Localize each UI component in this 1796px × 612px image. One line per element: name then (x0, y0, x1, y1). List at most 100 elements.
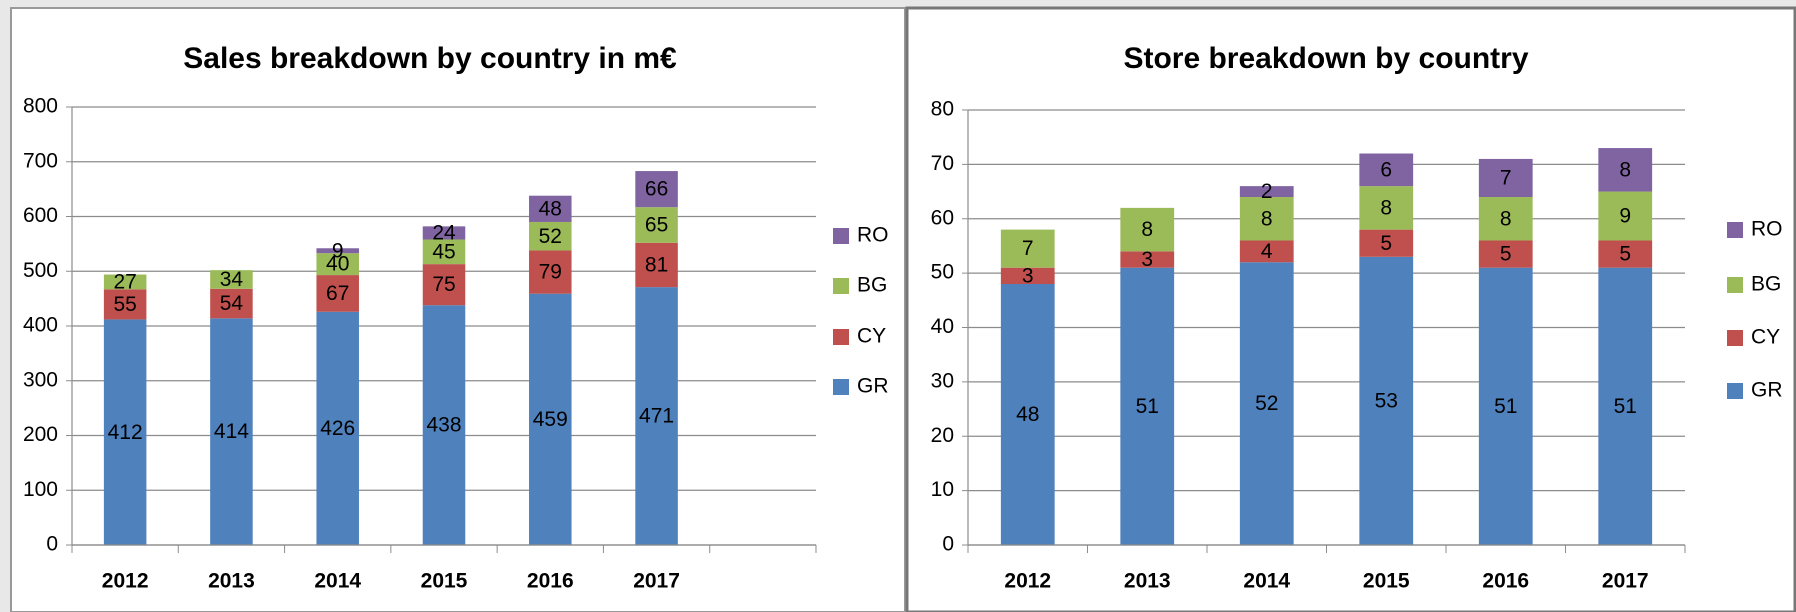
data-label: 459 (533, 408, 568, 431)
bar-segment (103, 289, 147, 320)
data-label: 52 (1255, 392, 1278, 415)
bar-segment (1478, 197, 1533, 241)
legend-swatch (833, 278, 849, 294)
legend-swatch (1727, 383, 1743, 399)
bar-segment (1478, 240, 1533, 268)
bar-segment (103, 319, 147, 545)
bar-segment (1359, 256, 1414, 545)
data-label: 8 (1500, 207, 1512, 230)
bar-segment (210, 288, 253, 319)
y-tick-label: 30 (931, 369, 954, 392)
bar-segment (1000, 229, 1055, 268)
data-label: 54 (220, 292, 244, 315)
x-tick-label: 2016 (1482, 570, 1529, 593)
data-label: 75 (432, 273, 455, 296)
data-label: 3 (1141, 248, 1153, 271)
legend-swatch (1727, 330, 1743, 346)
bar-segment (316, 248, 359, 254)
data-label: 51 (1136, 395, 1159, 418)
bar-segment (210, 270, 253, 289)
data-label: 9 (1619, 205, 1631, 228)
x-tick-label: 2013 (208, 570, 255, 593)
data-label: 414 (214, 420, 249, 443)
legend-label: BG (857, 274, 887, 297)
y-tick-label: 400 (23, 314, 58, 337)
data-label: 7 (1022, 237, 1034, 260)
data-label: 8 (1380, 196, 1392, 219)
y-tick-label: 0 (942, 533, 954, 556)
legend-swatch (833, 379, 849, 395)
y-tick-label: 300 (23, 368, 58, 391)
data-label: 52 (539, 225, 562, 248)
legend-swatch (833, 228, 849, 244)
bar-segment (1598, 267, 1653, 545)
data-label: 5 (1619, 243, 1631, 266)
bar-segment (1478, 267, 1533, 545)
x-tick-label: 2013 (1124, 570, 1171, 593)
bar-segment (210, 318, 253, 545)
bar-segment (1120, 207, 1175, 252)
y-tick-label: 800 (23, 95, 58, 118)
x-tick-label: 2014 (1243, 570, 1290, 593)
data-label: 2 (1261, 180, 1273, 203)
bar-segment (1239, 197, 1294, 241)
bar-segment (422, 264, 466, 306)
data-label: 48 (1016, 403, 1039, 426)
x-tick-label: 2014 (314, 570, 361, 593)
data-label: 8 (1619, 158, 1631, 181)
bar-segment (422, 305, 466, 545)
bar-segment (1478, 158, 1533, 197)
data-label: 27 (113, 270, 136, 293)
legend-swatch (1727, 222, 1743, 238)
bar-segment (1239, 186, 1294, 197)
bar-segment (635, 287, 678, 545)
chart-title: Sales breakdown by country in m€ (183, 42, 677, 75)
data-label: 45 (432, 240, 455, 263)
x-tick-label: 2017 (1602, 570, 1649, 593)
data-label: 8 (1261, 207, 1273, 230)
data-label: 65 (645, 214, 668, 237)
data-label: 412 (108, 421, 143, 444)
data-label: 79 (539, 261, 562, 284)
bar-segment (422, 239, 466, 265)
bar-segment (529, 195, 572, 222)
bar-segment (529, 293, 572, 545)
y-tick-label: 600 (23, 204, 58, 227)
bar-segment (1000, 267, 1055, 284)
data-label: 6 (1380, 158, 1392, 181)
bar-segment (316, 275, 359, 312)
chart-title: Store breakdown by country (1123, 42, 1528, 75)
legend-swatch (1727, 277, 1743, 293)
data-label: 53 (1375, 389, 1398, 412)
bar-segment (1598, 148, 1653, 192)
legend-label: RO (857, 224, 889, 247)
data-label: 81 (645, 254, 668, 277)
data-label: 40 (326, 253, 349, 276)
y-tick-label: 20 (931, 424, 954, 447)
bar-segment (1359, 229, 1414, 257)
y-tick-label: 80 (931, 98, 954, 121)
legend-label: GR (857, 375, 889, 398)
data-label: 55 (113, 293, 136, 316)
data-label: 7 (1500, 167, 1512, 190)
y-tick-label: 70 (931, 152, 954, 175)
bar-segment (1359, 153, 1414, 187)
y-tick-label: 10 (931, 478, 954, 501)
bar-segment (1120, 251, 1175, 268)
bar-segment (635, 171, 678, 208)
bar-segment (316, 253, 359, 276)
x-tick-label: 2012 (102, 570, 149, 593)
x-tick-label: 2016 (527, 570, 574, 593)
bar-segment (103, 274, 147, 290)
y-tick-label: 60 (931, 206, 954, 229)
bar-segment (1120, 267, 1175, 545)
data-label: 3 (1022, 264, 1034, 287)
x-tick-label: 2015 (1363, 570, 1410, 593)
y-tick-label: 50 (931, 261, 954, 284)
legend-label: CY (857, 325, 886, 348)
legend-label: RO (1751, 218, 1783, 241)
data-label: 9 (332, 239, 344, 262)
bar-segment (635, 242, 678, 288)
